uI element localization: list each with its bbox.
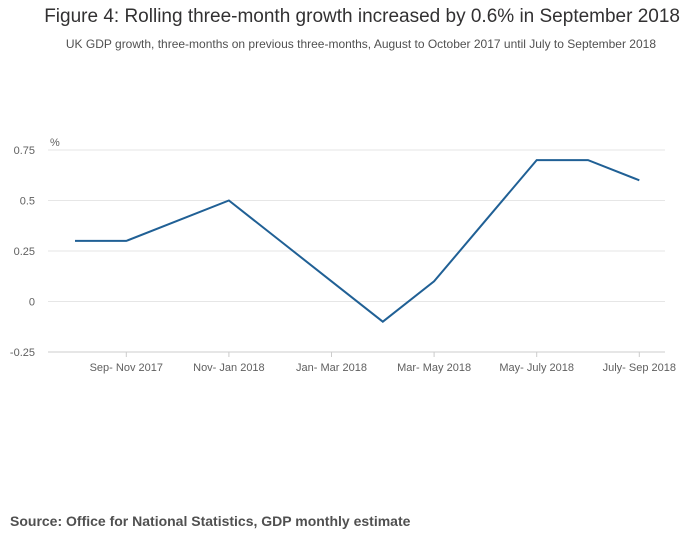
x-tick-label: Sep- Nov 2017 [90,362,163,374]
y-tick-label: 0.75 [14,145,35,157]
source-note: Source: Office for National Statistics, … [10,513,411,529]
x-tick-label: Mar- May 2018 [397,362,471,374]
y-tick-label: 0.25 [14,246,35,258]
x-axis: Sep- Nov 2017 Nov- Jan 2018 Jan- Mar 2018 M… [90,352,676,374]
x-tick-label: May- July 2018 [499,362,574,374]
chart-subtitle: UK GDP growth, three-months on previous … [65,37,656,51]
x-tick-label: Nov- Jan 2018 [193,362,265,374]
x-tick-label: Jan- Mar 2018 [296,362,367,374]
gridlines [48,149,665,353]
series-layer [75,159,640,323]
y-tick-label: -0.25 [10,347,35,359]
y-tick-label: 0 [29,297,35,309]
line-chart: -0.25 0 0.25 0.5 0.75 % Sep- Nov 2017 Nov- Ja… [10,137,676,374]
y-axis-unit-label: % [50,137,60,149]
series-line [75,159,640,323]
y-axis-ticks: -0.25 0 0.25 0.5 0.75 [10,145,35,359]
x-tick-label: July- Sep 2018 [603,362,676,374]
chart-title: Figure 4: Rolling three-month growth inc… [44,6,680,27]
y-tick-label: 0.5 [20,196,35,208]
